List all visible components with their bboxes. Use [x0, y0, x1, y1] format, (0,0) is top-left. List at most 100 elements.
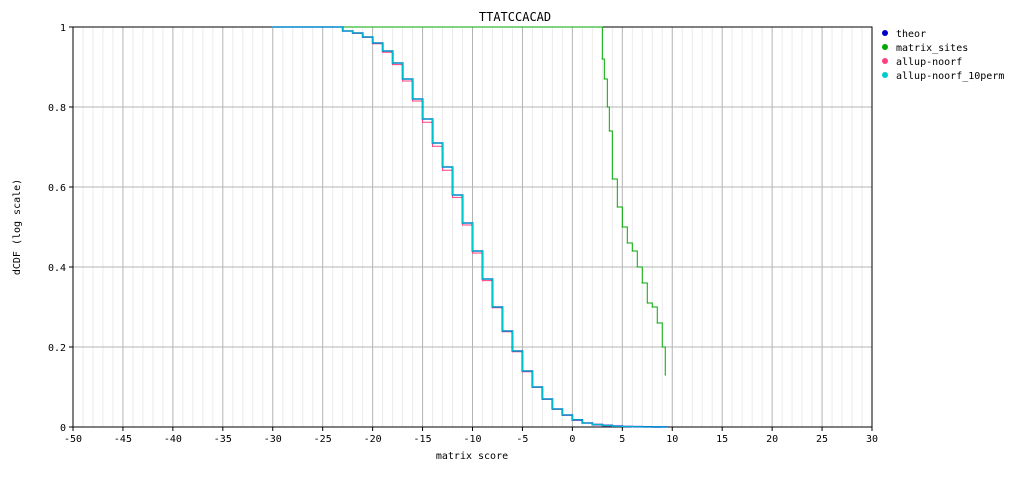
data-point-allup-noorf_10perm [501, 330, 504, 332]
data-point-allup-noorf_10perm [471, 250, 474, 252]
data-point-allup-noorf_10perm [591, 424, 593, 426]
x-tick-label: -30 [264, 434, 282, 445]
data-point-matrix_sites [641, 282, 643, 284]
data-point-allup-noorf [431, 145, 434, 147]
x-tick-label: -35 [214, 434, 232, 445]
data-point-allup-noorf_10perm [382, 50, 384, 52]
legend: theor matrix_sites allup-noorf allup-noorf_… [882, 29, 1004, 82]
data-point-allup-noorf_10perm [531, 386, 534, 388]
data-point-allup-noorf_10perm [421, 118, 424, 120]
x-tick-label: 25 [816, 434, 828, 445]
x-tick-label: 15 [716, 434, 728, 445]
legend-label: allup-noorf [896, 57, 962, 68]
data-point-allup-noorf_10perm [651, 426, 653, 428]
data-point-allup-noorf_10perm [621, 426, 623, 428]
data-point-allup-noorf [392, 64, 394, 66]
data-point-matrix_sites [598, 26, 600, 28]
data-point-allup-noorf [471, 252, 474, 254]
series-line-allup-noorf_10perm [272, 26, 668, 428]
data-point-allup-noorf_10perm [666, 426, 668, 428]
data-point-allup-noorf_10perm [611, 425, 613, 427]
y-tick-label: 1 [60, 23, 66, 34]
legend-label: theor [896, 29, 926, 40]
data-point-allup-noorf_10perm [372, 42, 374, 44]
x-tick-label: -20 [364, 434, 382, 445]
data-point-allup-noorf [451, 196, 454, 198]
x-tick-label: 30 [866, 434, 878, 445]
data-point-allup-noorf_10perm [561, 414, 563, 416]
data-point-matrix_sites [621, 226, 623, 228]
data-point-allup-noorf_10perm [392, 62, 394, 64]
legend-label: matrix_sites [896, 43, 968, 54]
x-tick-label: 10 [666, 434, 678, 445]
y-axis-ticks: 0 0.2 0.4 0.6 0.8 1 [48, 23, 73, 434]
data-point-allup-noorf_10perm [521, 370, 524, 372]
data-point-matrix_sites [631, 250, 633, 252]
data-point-allup-noorf_10perm [431, 142, 434, 144]
x-axis-title: matrix score [436, 451, 508, 462]
y-tick-label: 0.4 [48, 263, 66, 274]
y-tick-label: 0.6 [48, 183, 66, 194]
data-point-allup-noorf_10perm [411, 98, 414, 100]
data-point-matrix_sites [651, 306, 653, 308]
data-point-matrix_sites [661, 346, 663, 348]
y-tick-label: 0.2 [48, 343, 66, 354]
legend-marker [882, 72, 888, 78]
data-point-allup-noorf_10perm [491, 306, 494, 308]
data-point-allup-noorf_10perm [641, 426, 643, 428]
legend-label: allup-noorf_10perm [896, 71, 1004, 82]
data-point-matrix_sites [664, 374, 666, 376]
data-point-allup-noorf_10perm [571, 419, 573, 421]
x-tick-label: -15 [414, 434, 432, 445]
data-point-allup-noorf_10perm [461, 222, 464, 224]
data-point-allup-noorf_10perm [581, 422, 583, 424]
data-point-matrix_sites [646, 302, 648, 304]
data-point-matrix_sites [608, 130, 610, 132]
data-point-matrix_sites [606, 106, 608, 108]
data-point-allup-noorf_10perm [272, 26, 274, 28]
data-point-allup-noorf [382, 51, 384, 53]
y-tick-label: 0.8 [48, 103, 66, 114]
data-point-allup-noorf [441, 169, 444, 171]
data-point-allup-noorf_10perm [601, 424, 603, 426]
data-point-allup-noorf [461, 224, 464, 226]
data-point-allup-noorf_10perm [541, 398, 544, 400]
x-axis-ticks: -50 -45 -40 -35 -30 -25 -20 -15 -10 -5 0 5 10 15 20 25 3… [64, 427, 878, 445]
x-tick-label: -5 [516, 434, 528, 445]
data-point-allup-noorf_10perm [352, 32, 354, 34]
data-point-allup-noorf [411, 100, 414, 102]
data-point-allup-noorf_10perm [342, 30, 344, 32]
x-tick-label: -10 [463, 434, 481, 445]
series-line-matrix_sites [322, 26, 666, 375]
data-point-allup-noorf_10perm [631, 426, 633, 428]
chart-title: TTATCCACAD [479, 10, 551, 24]
data-point-matrix_sites [603, 78, 605, 80]
data-point-allup-noorf_10perm [661, 426, 663, 428]
data-point-matrix_sites [616, 206, 618, 208]
data-point-allup-noorf_10perm [551, 408, 554, 410]
data-point-matrix_sites [636, 266, 638, 268]
legend-marker [882, 58, 888, 64]
data-point-matrix_sites [601, 58, 603, 60]
x-tick-label: 0 [569, 434, 575, 445]
x-tick-label: -45 [114, 434, 132, 445]
y-tick-label: 0 [60, 423, 66, 434]
legend-marker [882, 30, 888, 36]
data-point-matrix_sites [611, 178, 613, 180]
data-point-matrix_sites [626, 242, 628, 244]
x-tick-label: -40 [164, 434, 182, 445]
y-axis-title: dCDF (log scale) [12, 179, 23, 275]
legend-marker [882, 44, 888, 50]
data-point-allup-noorf_10perm [481, 278, 484, 280]
data-point-allup-noorf [481, 280, 484, 282]
data-point-allup-noorf_10perm [511, 350, 514, 352]
x-tick-label: -50 [64, 434, 82, 445]
data-point-matrix_sites [656, 322, 658, 324]
data-point-allup-noorf [401, 80, 404, 82]
data-point-allup-noorf_10perm [401, 78, 404, 80]
data-point-allup-noorf_10perm [441, 166, 444, 168]
minor-grid [82, 27, 863, 427]
x-tick-label: 5 [619, 434, 625, 445]
data-point-allup-noorf [421, 121, 424, 123]
